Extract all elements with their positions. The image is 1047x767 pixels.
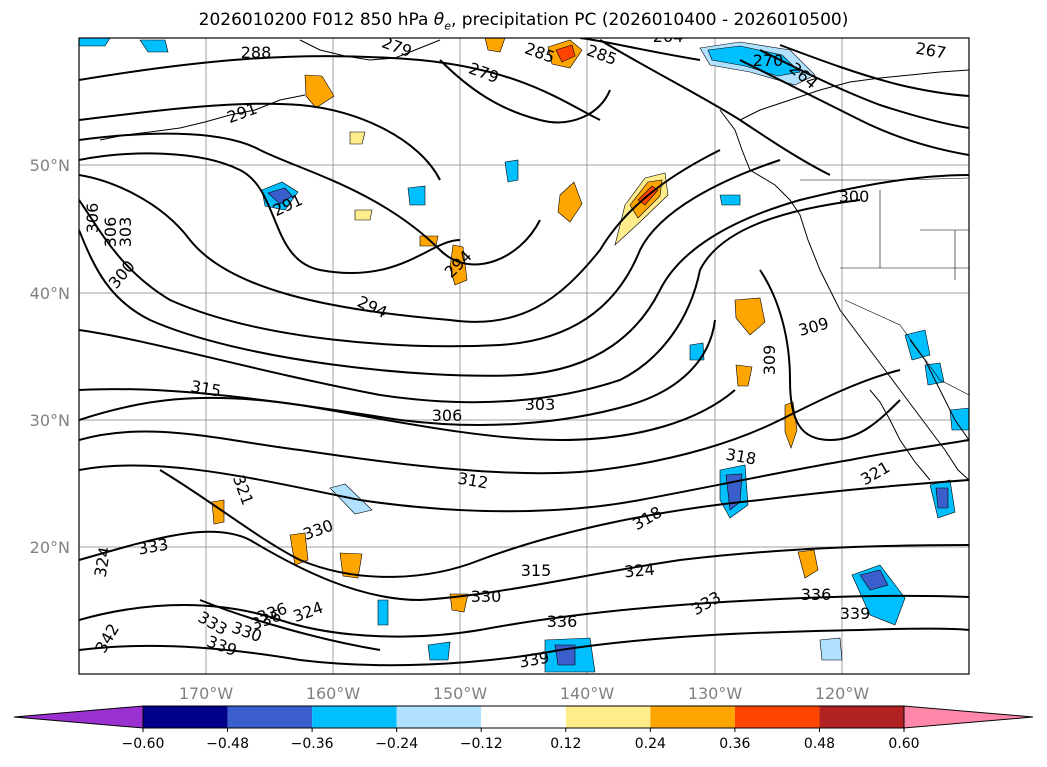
lat-tick-label: 50°N <box>30 156 70 175</box>
colorbar-bin <box>819 706 904 728</box>
colorbar-bin <box>143 706 228 728</box>
colorbar-extend-min <box>13 705 144 729</box>
theta-e-contours <box>79 38 969 667</box>
colorbar-bin <box>734 706 820 728</box>
contour-label: 306 <box>101 217 120 248</box>
colorbar-extend-max <box>903 705 1034 729</box>
lon-tick-label: 130°W <box>688 684 743 703</box>
contour-label: 336 <box>801 585 832 604</box>
contour-label: 309 <box>760 345 779 376</box>
contour-label: 336 <box>547 612 578 631</box>
colorbar-tick-label: −0.24 <box>375 736 418 752</box>
contour-label: 300 <box>839 187 870 206</box>
contour-label: 270 <box>753 51 784 70</box>
lat-tick-label: 30°N <box>30 411 70 430</box>
colorbar-bin <box>396 706 482 728</box>
colorbar-tick-label: 0.24 <box>635 736 666 752</box>
colorbar-bin <box>481 706 566 728</box>
contour-label: 303 <box>525 395 556 414</box>
colorbar-bin <box>650 706 735 728</box>
latitude-tick-labels: 50°N 40°N 30°N 20°N <box>30 156 70 557</box>
colorbar-tick-label: 0.48 <box>804 736 835 752</box>
lat-tick-label: 20°N <box>30 538 70 557</box>
colorbar-tick-label: 0.60 <box>888 736 919 752</box>
colorbar-tick-label: 0.12 <box>550 736 581 752</box>
figure-title: 2026010200 F012 850 hPa θe, precipitatio… <box>198 10 849 33</box>
lon-tick-label: 150°W <box>433 684 488 703</box>
lon-tick-label: 120°W <box>815 684 870 703</box>
colorbar-bin <box>312 706 397 728</box>
colorbar-tick-label: 0.36 <box>719 736 750 752</box>
contour-label: 303 <box>116 217 135 248</box>
plot-area <box>79 38 969 674</box>
plot-frame <box>78 37 970 675</box>
lat-tick-label: 40°N <box>30 284 70 303</box>
colorbar-bin <box>565 706 651 728</box>
lon-tick-label: 140°W <box>560 684 615 703</box>
contour-label: 339 <box>840 604 871 623</box>
contour-label: 306 <box>83 203 102 234</box>
contour-label: 324 <box>623 560 655 582</box>
contour-label: 288 <box>241 43 272 62</box>
colorbar-tick-label: −0.60 <box>122 736 165 752</box>
colorbar-tick-label: −0.48 <box>206 736 249 752</box>
colorbar <box>13 705 1034 729</box>
lon-tick-label: 160°W <box>306 684 361 703</box>
colorbar-tick-label: −0.36 <box>291 736 334 752</box>
colorbar-tick-labels: −0.60 −0.48 −0.36 −0.24 −0.12 0.12 0.24 0.36 0.4… <box>122 728 920 752</box>
lon-tick-label: 170°W <box>179 684 234 703</box>
contour-label: 330 <box>471 587 502 606</box>
contour-label: 264 <box>653 27 684 46</box>
colorbar-frame <box>142 705 905 729</box>
colorbar-tick-label: −0.12 <box>460 736 503 752</box>
longitude-tick-labels: 170°W 160°W 150°W 140°W 130°W 120°W <box>179 684 870 703</box>
colorbar-bin <box>227 706 313 728</box>
contour-label: 315 <box>521 561 552 580</box>
contour-label: 306 <box>432 406 463 425</box>
